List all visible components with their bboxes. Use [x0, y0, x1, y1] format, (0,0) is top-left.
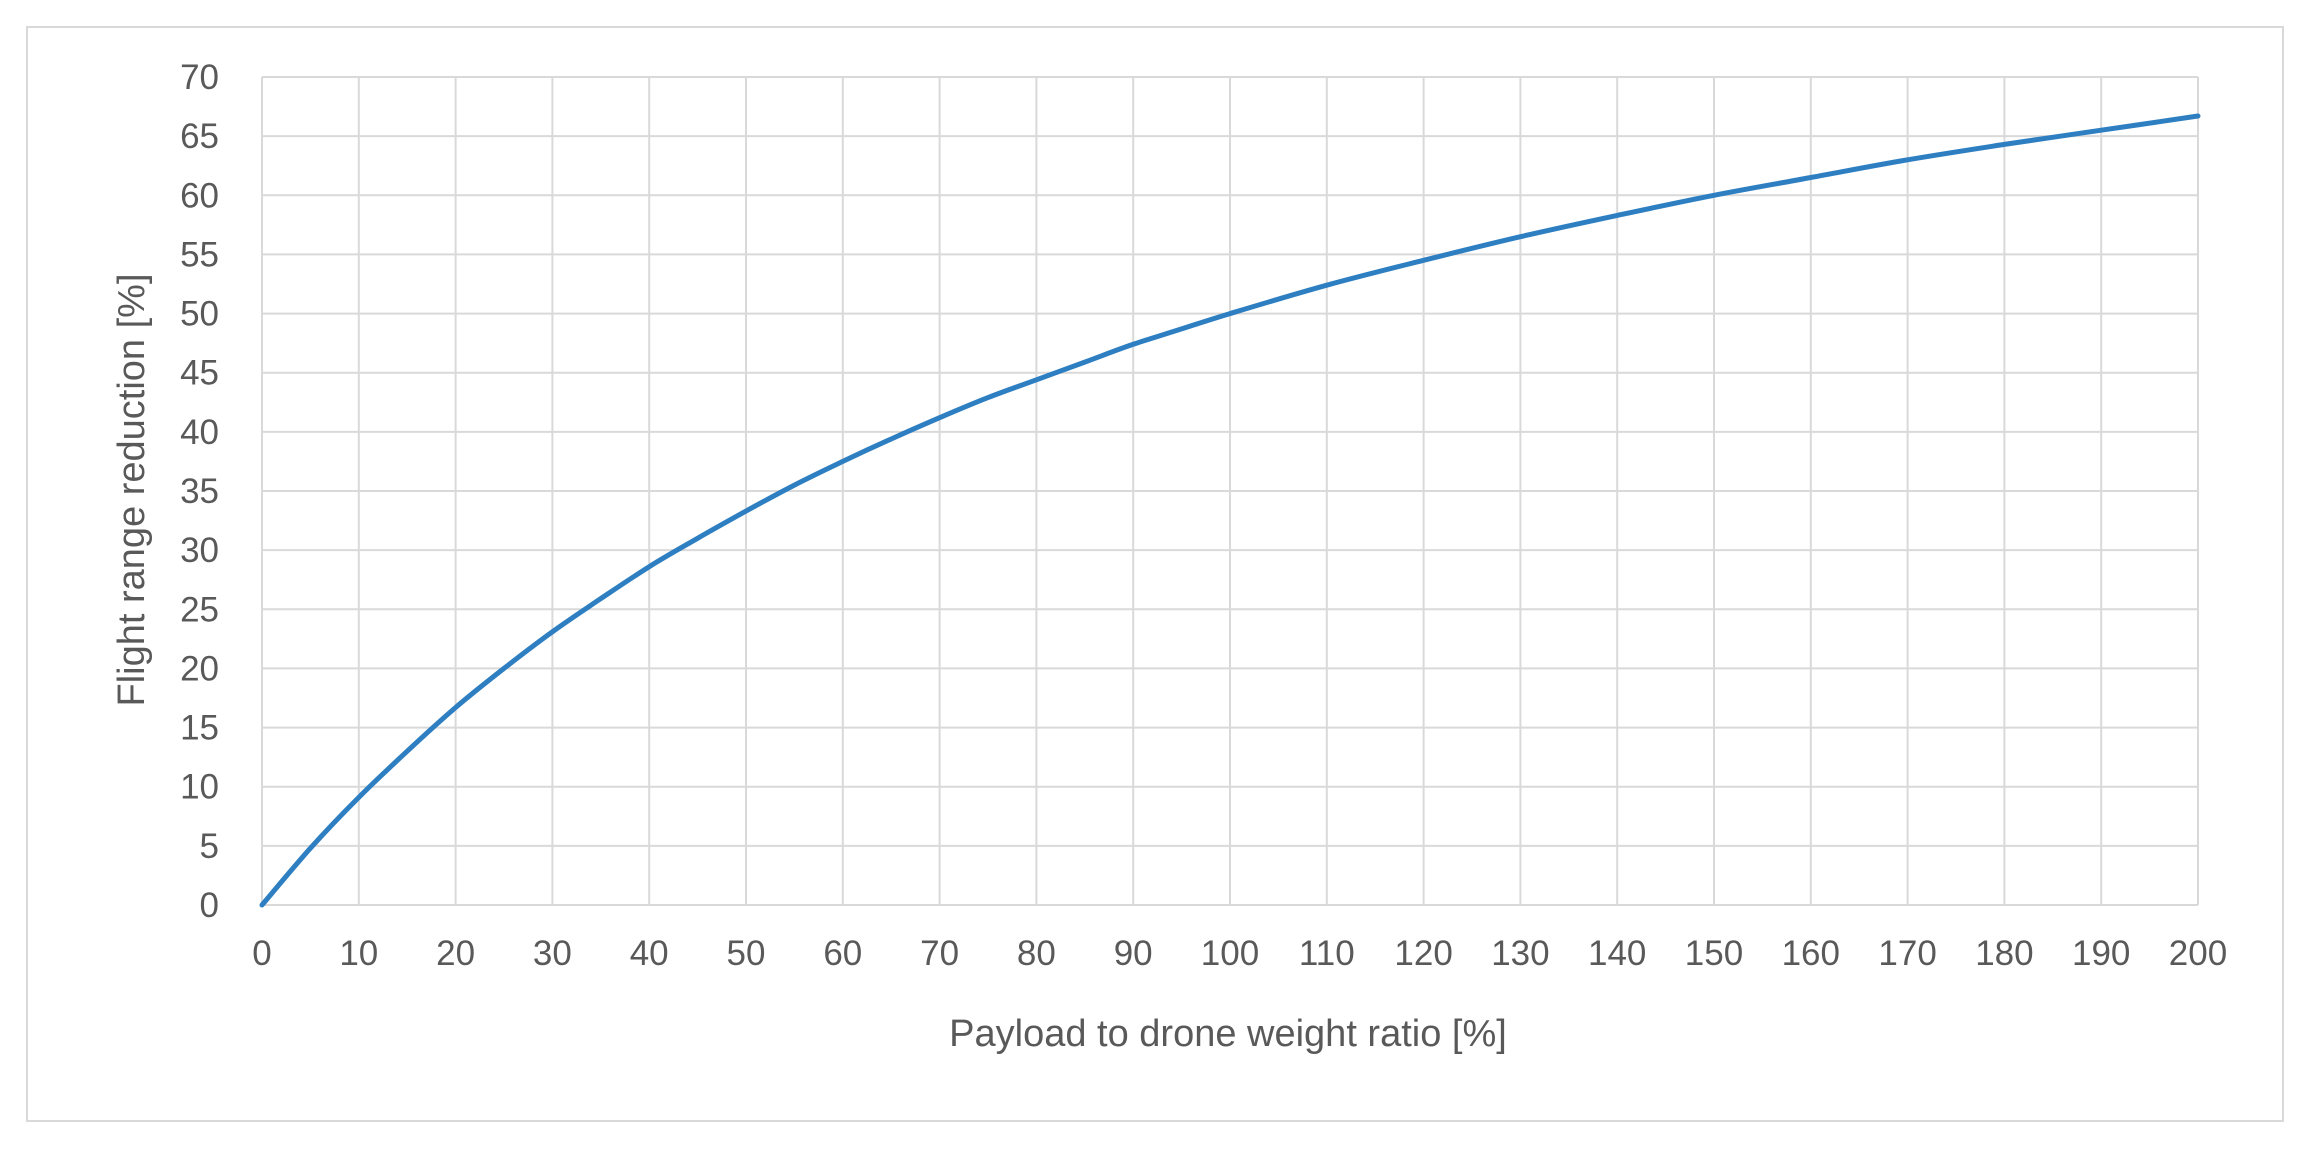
series-line: [259, 113, 2201, 908]
x-tick-label: 170: [1878, 934, 1936, 973]
y-tick-label: 60: [180, 176, 219, 215]
y-tick-label: 0: [200, 886, 219, 925]
x-tick-label: 50: [727, 934, 766, 973]
x-tick-label: 80: [1017, 934, 1056, 973]
y-tick-label: 65: [180, 117, 219, 156]
x-tick-label: 100: [1201, 934, 1259, 973]
y-tick-label: 35: [180, 472, 219, 511]
y-tick-label: 5: [200, 827, 219, 866]
grid-lines: [261, 76, 2199, 906]
x-tick-label: 180: [1975, 934, 2033, 973]
x-axis-tick-labels: 0 10 20 30 40 50 60 70 80 90 100 110 120 130 140 150 160…: [252, 934, 2227, 973]
x-tick-label: 150: [1685, 934, 1743, 973]
x-tick-label: 190: [2072, 934, 2130, 973]
x-tick-label: 200: [2169, 934, 2227, 973]
x-tick-label: 140: [1588, 934, 1646, 973]
x-tick-label: 90: [1114, 934, 1153, 973]
y-tick-label: 15: [180, 709, 219, 748]
y-tick-label: 30: [180, 531, 219, 570]
y-tick-label: 10: [180, 768, 219, 807]
x-tick-label: 20: [436, 934, 475, 973]
y-tick-label: 70: [180, 58, 219, 97]
y-axis-tick-labels: 0 5 10 15 20 25 30 35 40 45 50 55 60 65 70: [180, 58, 219, 925]
y-tick-label: 45: [180, 354, 219, 393]
y-tick-label: 40: [180, 413, 219, 452]
x-tick-label: 30: [533, 934, 572, 973]
x-axis-title: Payload to drone weight ratio [%]: [949, 1013, 1507, 1055]
y-axis-title: Flight range reduction [%]: [111, 273, 153, 706]
x-tick-label: 40: [630, 934, 669, 973]
y-tick-label: 25: [180, 590, 219, 629]
x-tick-label: 120: [1394, 934, 1452, 973]
y-tick-label: 50: [180, 295, 219, 334]
y-tick-label: 20: [180, 649, 219, 688]
x-tick-label: 70: [920, 934, 959, 973]
x-tick-label: 10: [339, 934, 378, 973]
x-tick-label: 130: [1491, 934, 1549, 973]
y-tick-label: 55: [180, 235, 219, 274]
series-layer: [259, 113, 2201, 908]
x-tick-label: 60: [823, 934, 862, 973]
x-tick-label: 160: [1782, 934, 1840, 973]
x-tick-label: 110: [1299, 934, 1355, 973]
x-tick-label: 0: [252, 934, 271, 973]
